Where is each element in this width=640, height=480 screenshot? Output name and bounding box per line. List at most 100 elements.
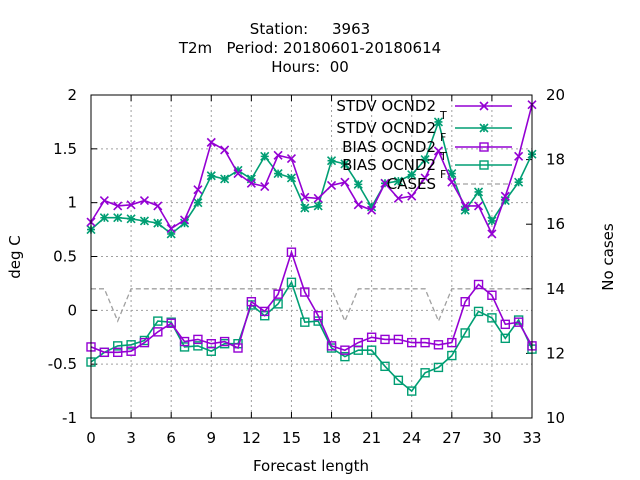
x-tick-label: 27 bbox=[442, 429, 461, 447]
data-point bbox=[353, 200, 363, 210]
data-point bbox=[514, 177, 524, 187]
data-point bbox=[179, 215, 190, 225]
data-point bbox=[99, 213, 109, 223]
data-point bbox=[193, 341, 203, 351]
data-point bbox=[206, 171, 216, 181]
y-axis-label: deg C bbox=[6, 235, 24, 279]
data-point bbox=[260, 151, 270, 161]
series-layer bbox=[86, 100, 537, 396]
data-point bbox=[420, 173, 430, 183]
series-line bbox=[90, 249, 533, 354]
data-point bbox=[353, 179, 363, 189]
series-bias-ocnd2-f bbox=[86, 277, 537, 396]
legend-marker bbox=[479, 160, 489, 170]
data-point bbox=[99, 195, 109, 206]
x-tick-label: 30 bbox=[482, 429, 501, 447]
x-tick-label: 33 bbox=[522, 429, 541, 447]
series-line bbox=[90, 119, 533, 235]
data-point bbox=[380, 178, 390, 188]
x-tick-label: 3 bbox=[126, 429, 136, 447]
data-point bbox=[286, 173, 297, 183]
y2-tick-label: 14 bbox=[546, 280, 565, 298]
data-point bbox=[487, 229, 497, 239]
plot-frame bbox=[90, 94, 533, 419]
chart-title-line-1: Station: 3963 bbox=[250, 20, 370, 38]
data-point bbox=[193, 334, 203, 345]
series-bias-ocnd2-t bbox=[86, 247, 537, 358]
data-point bbox=[126, 346, 136, 356]
legend-subscript: T bbox=[439, 150, 447, 163]
data-point bbox=[473, 279, 484, 290]
x-tick-label: 9 bbox=[206, 429, 216, 447]
data-point bbox=[166, 229, 176, 239]
x-axis-label: Forecast length bbox=[253, 457, 369, 475]
data-point bbox=[246, 297, 257, 307]
x-tick-label: 21 bbox=[362, 429, 381, 447]
data-point bbox=[367, 205, 377, 215]
data-point bbox=[179, 336, 190, 347]
data-point bbox=[367, 202, 377, 212]
data-point bbox=[313, 311, 323, 321]
legend-label: BIAS OCND2 bbox=[342, 156, 436, 174]
series-line bbox=[90, 280, 533, 393]
data-point bbox=[113, 201, 123, 211]
data-point bbox=[514, 151, 524, 161]
legend-subscript: T bbox=[439, 109, 447, 122]
data-point bbox=[407, 337, 417, 348]
data-point bbox=[246, 174, 256, 184]
data-point bbox=[420, 337, 430, 348]
y-tick-label: -1 bbox=[62, 409, 77, 427]
y2-tick-label: 16 bbox=[546, 215, 565, 233]
x-tick-label: 6 bbox=[166, 429, 176, 447]
data-point bbox=[153, 327, 163, 337]
data-point bbox=[433, 146, 444, 156]
data-point bbox=[153, 316, 163, 326]
data-point bbox=[153, 201, 163, 211]
grid bbox=[91, 95, 532, 418]
data-point bbox=[246, 178, 256, 188]
data-point bbox=[206, 339, 216, 349]
data-point bbox=[460, 328, 470, 338]
data-point bbox=[473, 306, 484, 317]
axis-ticks: 0 3 6 9 12 15 18 21 24 27 30 33 -1 -0.5 0 0.5 1 1.5 2 10 12 1… bbox=[48, 86, 565, 447]
x-tick-label: 15 bbox=[282, 429, 301, 447]
data-point bbox=[433, 362, 444, 373]
y-tick-label: 0 bbox=[67, 301, 77, 319]
data-point bbox=[273, 289, 283, 299]
data-point bbox=[113, 213, 123, 223]
x-tick-label: 24 bbox=[402, 429, 421, 447]
data-point bbox=[153, 218, 163, 228]
data-point bbox=[179, 218, 190, 228]
data-point bbox=[340, 159, 350, 169]
data-point bbox=[353, 337, 363, 348]
data-point bbox=[179, 342, 190, 352]
chart-title-line-2: T2m Period: 20180601-20180614 bbox=[178, 39, 441, 57]
data-point bbox=[206, 137, 216, 147]
data-point bbox=[326, 341, 337, 351]
data-point bbox=[326, 180, 337, 191]
data-point bbox=[139, 195, 150, 206]
data-point bbox=[193, 185, 203, 195]
legend-marker bbox=[479, 101, 489, 111]
data-point bbox=[407, 386, 417, 396]
legend-label: BIAS OCND2 bbox=[342, 138, 436, 156]
x-tick-label: 12 bbox=[242, 429, 261, 447]
y2-tick-label: 20 bbox=[546, 86, 565, 104]
data-point bbox=[260, 306, 270, 317]
data-point bbox=[487, 216, 497, 226]
data-point bbox=[473, 187, 484, 197]
data-point bbox=[139, 216, 150, 226]
series-cases bbox=[91, 288, 532, 323]
data-point bbox=[220, 145, 230, 155]
data-point bbox=[433, 117, 444, 127]
data-point bbox=[447, 337, 457, 348]
data-point bbox=[99, 347, 110, 358]
data-point bbox=[219, 336, 230, 347]
data-point bbox=[193, 198, 203, 208]
data-point bbox=[126, 340, 136, 350]
data-point bbox=[393, 334, 404, 345]
y2-tick-label: 12 bbox=[546, 344, 565, 362]
y-tick-label: 1.5 bbox=[53, 140, 77, 158]
data-point bbox=[326, 156, 337, 166]
